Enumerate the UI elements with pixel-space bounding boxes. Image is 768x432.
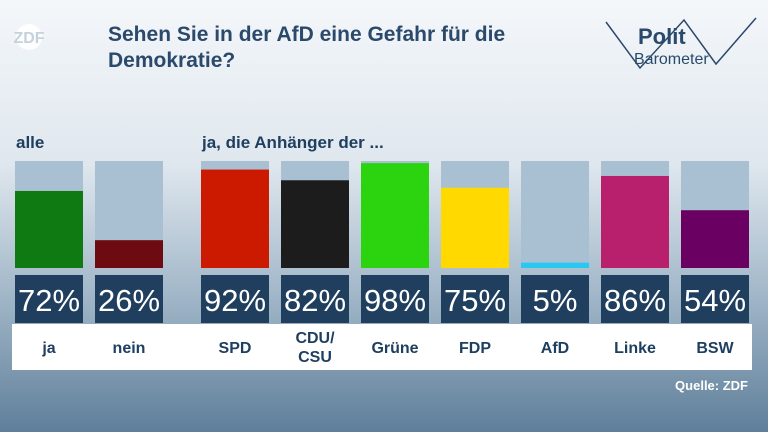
value-label-cdu-csu: 82% [284, 283, 346, 318]
chart-title: Sehen Sie in der AfD eine Gefahr für die… [108, 23, 506, 72]
bar-track-afd [521, 161, 589, 268]
category-label-cdu-csu: CDU/CSU [295, 330, 335, 366]
bar-cdu-csu [281, 180, 349, 268]
politbarometer-logo: Polit Barometer [605, 17, 757, 70]
category-label-nein: nein [113, 340, 146, 357]
value-label-linke: 86% [604, 283, 666, 318]
value-box-nein [95, 275, 163, 323]
category-label-bsw: BSW [696, 340, 734, 357]
value-label-fdp: 75% [444, 283, 506, 318]
bar-nein [95, 240, 163, 268]
value-box-cdu-csu [281, 275, 349, 323]
value-box-linke [601, 275, 669, 323]
value-box-ja [15, 275, 83, 323]
bar-afd [521, 262, 589, 268]
category-label-linke: Linke [614, 340, 656, 357]
value-box-bsw [681, 275, 749, 323]
svg-text:Polit: Polit [638, 24, 686, 49]
group-label-all: alle [16, 133, 45, 152]
svg-text:Barometer: Barometer [634, 51, 709, 68]
category-band [12, 324, 752, 370]
value-label-bsw: 54% [684, 283, 746, 318]
value-label-grüne: 98% [364, 283, 426, 318]
value-label-nein: 26% [98, 283, 160, 318]
value-box-fdp [441, 275, 509, 323]
value-box-spd [201, 275, 269, 323]
zdf-logo: ZDF [14, 24, 45, 50]
value-box-grüne [361, 275, 429, 323]
category-label-spd: SPD [219, 340, 252, 357]
bar-spd [201, 169, 269, 268]
category-label-ja: ja [41, 340, 55, 357]
value-label-spd: 92% [204, 283, 266, 318]
bar-fdp [441, 187, 509, 268]
category-label-grüne: Grüne [371, 340, 418, 357]
category-label-afd: AfD [541, 340, 569, 357]
bar-linke [601, 175, 669, 268]
category-label-fdp: FDP [459, 340, 491, 357]
bar-ja [15, 190, 83, 268]
value-box-afd [521, 275, 589, 323]
value-label-ja: 72% [18, 283, 80, 318]
bar-bsw [681, 210, 749, 268]
group-label-supporters: ja, die Anhänger der ... [202, 133, 384, 152]
svg-text:ZDF: ZDF [14, 30, 45, 47]
value-label-afd: 5% [533, 283, 578, 318]
source-note: Quelle: ZDF [675, 378, 748, 393]
bar-grüne [361, 163, 429, 268]
